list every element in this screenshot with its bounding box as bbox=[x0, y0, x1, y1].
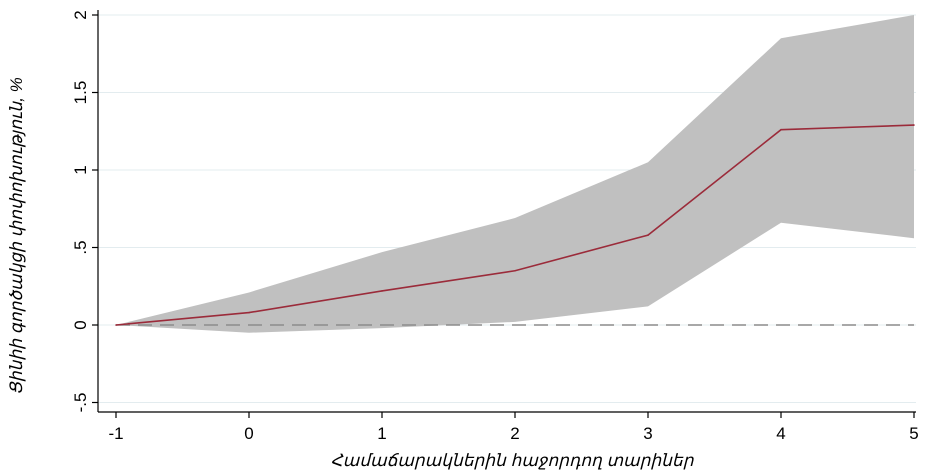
x-tick-label: 5 bbox=[909, 424, 918, 443]
x-ticks: -1 0 1 2 3 4 5 bbox=[108, 412, 919, 443]
y-ticks: -.5 0 .5 1 1.5 2 bbox=[71, 10, 98, 412]
y-tick-label: 1 bbox=[71, 165, 90, 174]
x-tick-label: -1 bbox=[108, 424, 123, 443]
y-tick-label: -.5 bbox=[71, 393, 90, 413]
estimate-point-1 bbox=[248, 311, 250, 314]
estimate-point-6 bbox=[913, 124, 915, 126]
x-tick-label: 0 bbox=[244, 424, 253, 443]
estimate-point-5 bbox=[780, 128, 782, 131]
estimate-point-4 bbox=[647, 234, 649, 236]
estimate-point-3 bbox=[514, 269, 516, 272]
estimate-points bbox=[115, 124, 915, 326]
y-tick-label: 2 bbox=[71, 10, 90, 19]
y-tick-label: 0 bbox=[71, 320, 90, 329]
x-axis-title: Համաճարակներին հաջորդող տարիներ bbox=[331, 451, 695, 470]
x-tick-label: 2 bbox=[510, 424, 519, 443]
x-tick-label: 1 bbox=[377, 424, 386, 443]
y-tick-label: .5 bbox=[71, 240, 90, 254]
estimate-point-0 bbox=[115, 324, 117, 326]
y-tick-label: 1.5 bbox=[71, 81, 90, 105]
confidence-band bbox=[116, 15, 914, 333]
x-tick-label: 4 bbox=[776, 424, 785, 443]
x-tick-label: 3 bbox=[643, 424, 652, 443]
estimate-point-2 bbox=[381, 290, 383, 292]
y-axis-title: Ցինիի գործակցի փոփոխություն, % bbox=[7, 77, 26, 395]
